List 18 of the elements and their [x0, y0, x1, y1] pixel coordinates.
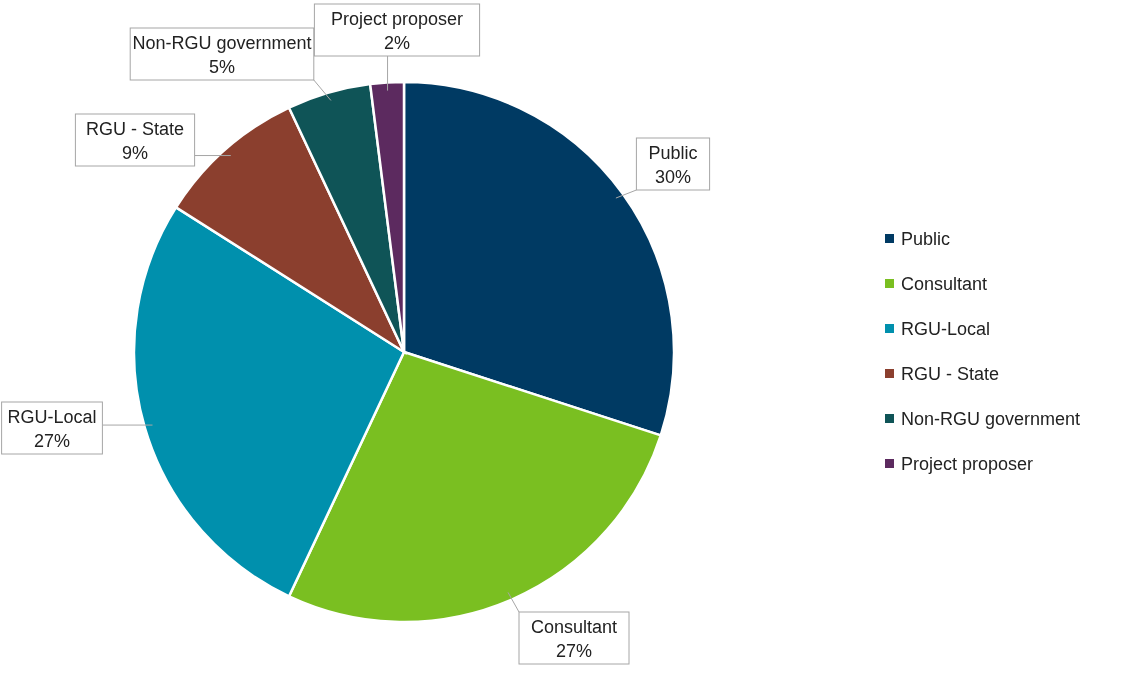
legend-label: RGU-Local	[901, 319, 991, 339]
data-label: 5%	[208, 57, 236, 77]
legend-label: Non-RGU government	[901, 409, 1081, 429]
legend-label: Public	[901, 229, 951, 249]
data-label: 27%	[33, 431, 71, 451]
slice-label: Consultant	[530, 617, 618, 637]
legend-label: Consultant	[901, 274, 988, 294]
data-label: 27%	[555, 641, 593, 661]
slice-label: Public	[648, 143, 698, 163]
slice-label: Project proposer	[330, 9, 464, 29]
legend-label: RGU - State	[901, 364, 1000, 384]
data-label: 30%	[654, 167, 692, 187]
data-label: 9%	[121, 143, 149, 163]
legend-label: Project proposer	[901, 454, 1034, 474]
data-label: 2%	[383, 33, 411, 53]
slice-label: RGU-Local	[7, 407, 97, 427]
slice-label: Non-RGU government	[132, 33, 312, 53]
slice-label: RGU - State	[85, 119, 185, 139]
